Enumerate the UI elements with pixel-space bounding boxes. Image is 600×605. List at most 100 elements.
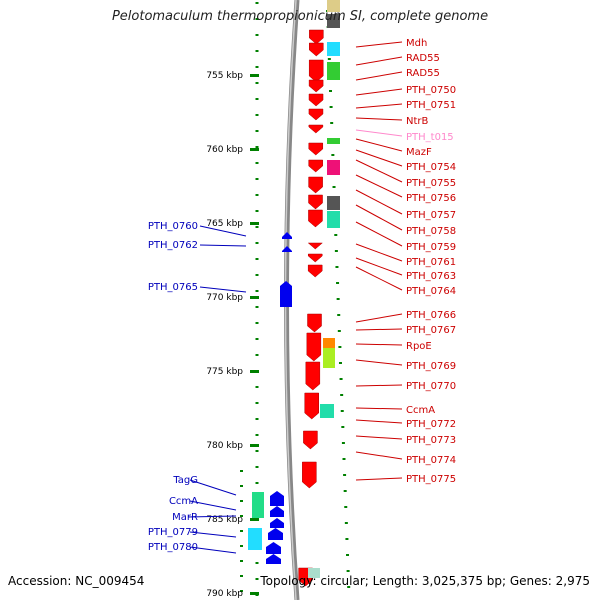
right-label-leader — [355, 221, 403, 247]
track-dot-right — [339, 378, 343, 380]
track-dot-left — [255, 418, 259, 420]
track-dot-right — [338, 362, 342, 364]
right-label-leader — [355, 257, 403, 276]
gene-label-left[interactable]: PTH_0779 — [148, 527, 198, 538]
gene-label-left[interactable]: MarR — [172, 512, 198, 523]
gene-label-right[interactable]: PTH_t015 — [406, 132, 454, 143]
track-dot-right — [340, 394, 344, 396]
left-label-leader — [187, 515, 237, 518]
annotation-block — [327, 138, 340, 144]
gene-label-right[interactable]: PTH_0757 — [406, 210, 456, 221]
gene-label-left[interactable]: PTH_0762 — [148, 240, 198, 251]
right-label-leader — [355, 451, 403, 460]
track-dot-left — [255, 562, 259, 564]
forward-gene-arrow — [308, 209, 323, 228]
gene-label-right[interactable]: RAD55 — [406, 53, 440, 64]
left-label-leader — [189, 546, 237, 554]
gene-label-right[interactable]: PTH_0770 — [406, 381, 456, 392]
gene-label-right[interactable]: PTH_0759 — [406, 242, 456, 253]
track-dot-left — [255, 50, 259, 52]
left-label-leader — [189, 500, 237, 511]
forward-gene-arrow — [304, 392, 319, 420]
track-dot-left — [255, 290, 259, 292]
track-dot-left — [240, 515, 243, 517]
track-dot-left — [255, 146, 259, 148]
track-dot-left — [255, 34, 259, 36]
right-label-leader — [355, 149, 403, 167]
right-label-leader — [355, 71, 403, 81]
annotation-block — [323, 348, 335, 368]
track-dot-right — [344, 506, 348, 508]
track-dot-left — [255, 402, 259, 404]
track-dot-left — [255, 194, 259, 196]
track-dot-right — [334, 250, 338, 252]
track-dot-right — [337, 314, 341, 316]
gene-label-right[interactable]: RAD55 — [406, 68, 440, 79]
gene-label-right[interactable]: PTH_0763 — [406, 271, 456, 282]
annotation-block — [327, 62, 340, 80]
track-dot-right — [345, 538, 349, 540]
track-dot-right — [340, 410, 344, 412]
gene-label-left[interactable]: PTH_0760 — [148, 221, 198, 232]
left-label-leader — [189, 479, 237, 496]
gene-label-right[interactable]: PTH_0766 — [406, 310, 456, 321]
forward-gene-arrow — [309, 29, 324, 45]
right-label-leader — [355, 435, 403, 440]
right-label-leader — [355, 359, 403, 366]
gene-label-right[interactable]: RpoE — [406, 341, 432, 352]
scale-tick-label: 765 kbp — [206, 219, 243, 229]
gene-label-right[interactable]: PTH_0773 — [406, 435, 456, 446]
forward-gene-arrow — [307, 264, 323, 278]
right-label-leader — [355, 41, 403, 48]
gene-label-right[interactable]: PTH_0756 — [406, 193, 456, 204]
right-label-leader — [355, 129, 403, 137]
gene-label-right[interactable]: PTH_0774 — [406, 455, 456, 466]
gene-label-right[interactable]: Mdh — [406, 38, 427, 49]
gene-label-right[interactable]: PTH_0767 — [406, 325, 456, 336]
gene-label-right[interactable]: PTH_0751 — [406, 100, 456, 111]
accession-text: Accession: NC_009454 — [8, 574, 145, 588]
gene-label-right[interactable]: PTH_0769 — [406, 361, 456, 372]
reverse-gene-arrow — [266, 542, 281, 554]
gene-label-right[interactable]: PTH_0758 — [406, 226, 456, 237]
gene-label-right[interactable]: PTH_0764 — [406, 286, 456, 297]
track-dot-left — [255, 162, 259, 164]
track-dot-left — [255, 226, 259, 228]
scale-tick-mark — [250, 370, 259, 373]
gene-label-right[interactable]: PTH_0750 — [406, 85, 456, 96]
track-dot-left — [240, 560, 243, 562]
scale-tick-label: 775 kbp — [206, 367, 243, 377]
gene-label-right[interactable]: PTH_0772 — [406, 419, 456, 430]
reverse-gene-arrow — [282, 232, 292, 239]
track-dot-right — [338, 346, 342, 348]
map-title: Pelotomaculum thermopropionicum SI, comp… — [111, 9, 489, 24]
gene-label-right[interactable]: PTH_0754 — [406, 162, 456, 173]
gene-label-left[interactable]: PTH_0765 — [148, 282, 198, 293]
forward-gene-arrow — [308, 194, 323, 210]
gene-label-left[interactable]: PTH_0780 — [148, 542, 198, 553]
gene-label-right[interactable]: CcmA — [406, 405, 435, 416]
track-dot-left — [255, 130, 259, 132]
gene-label-left[interactable]: CcmA — [169, 496, 198, 507]
reverse-gene-arrow — [268, 528, 283, 540]
track-dot-left — [255, 354, 259, 356]
gene-label-right[interactable]: MazF — [406, 147, 432, 158]
gene-label-right[interactable]: PTH_0761 — [406, 257, 456, 268]
track-dot-right — [346, 570, 350, 572]
genome-summary-text: Topology: circular; Length: 3,025,375 bp… — [260, 574, 590, 588]
forward-gene-arrow — [305, 361, 321, 391]
track-dot-left — [255, 210, 259, 212]
gene-label-right[interactable]: PTH_0755 — [406, 178, 456, 189]
track-dot-left — [255, 338, 259, 340]
gene-label-right[interactable]: PTH_0775 — [406, 474, 456, 485]
gene-label-left[interactable]: TagG — [172, 475, 198, 486]
track-dot-left — [255, 98, 259, 100]
track-dot-left — [240, 485, 243, 487]
scale-tick-label: 790 kbp — [206, 589, 243, 599]
forward-gene-arrow — [308, 93, 324, 107]
annotation-block — [323, 338, 335, 348]
track-dot-right — [347, 586, 351, 588]
scale-tick-label: 755 kbp — [206, 71, 243, 81]
gene-label-right[interactable]: NtrB — [406, 116, 429, 127]
track-dot-left — [255, 386, 259, 388]
